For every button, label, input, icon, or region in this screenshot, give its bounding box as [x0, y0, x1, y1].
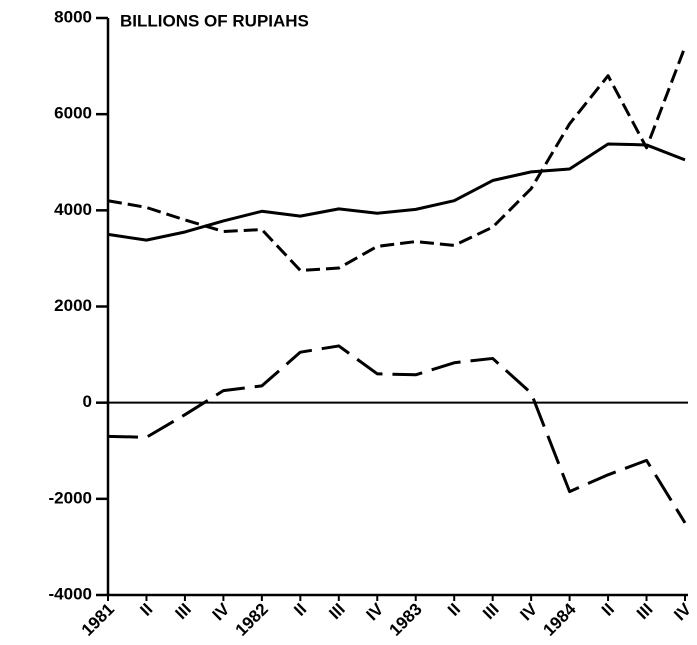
y-tick-label: 2000: [54, 296, 92, 315]
x-tick-label: III: [479, 600, 502, 623]
series-line: [107, 46, 687, 272]
series-line: [107, 142, 686, 242]
x-tick-label: III: [325, 600, 348, 623]
x-tick-label: 1982: [232, 600, 272, 640]
x-tick-label: II: [290, 600, 310, 620]
y-tick-label: 4000: [54, 200, 92, 219]
x-tick-label: III: [171, 600, 194, 623]
x-tick-label: 1981: [78, 600, 118, 640]
y-tick-label: -4000: [49, 584, 92, 603]
x-tick-label: 1984: [539, 599, 580, 640]
y-tick-label: 8000: [54, 7, 92, 26]
x-tick-label: IV: [362, 599, 387, 624]
x-tick-label: II: [136, 600, 156, 620]
chart-title: BILLIONS OF RUPIAHS: [120, 11, 309, 30]
y-tick-label: 0: [83, 392, 92, 411]
x-tick-label: II: [598, 600, 618, 620]
series-line: [107, 344, 687, 524]
x-tick-label: IV: [209, 599, 234, 624]
x-tick-label: II: [444, 600, 464, 620]
x-tick-label: IV: [516, 599, 541, 624]
y-tick-label: 6000: [54, 104, 92, 123]
x-tick-label: 1983: [386, 600, 426, 640]
x-tick-label: IV: [670, 599, 695, 624]
x-tick-label: III: [633, 600, 656, 623]
y-tick-label: -2000: [49, 488, 92, 507]
